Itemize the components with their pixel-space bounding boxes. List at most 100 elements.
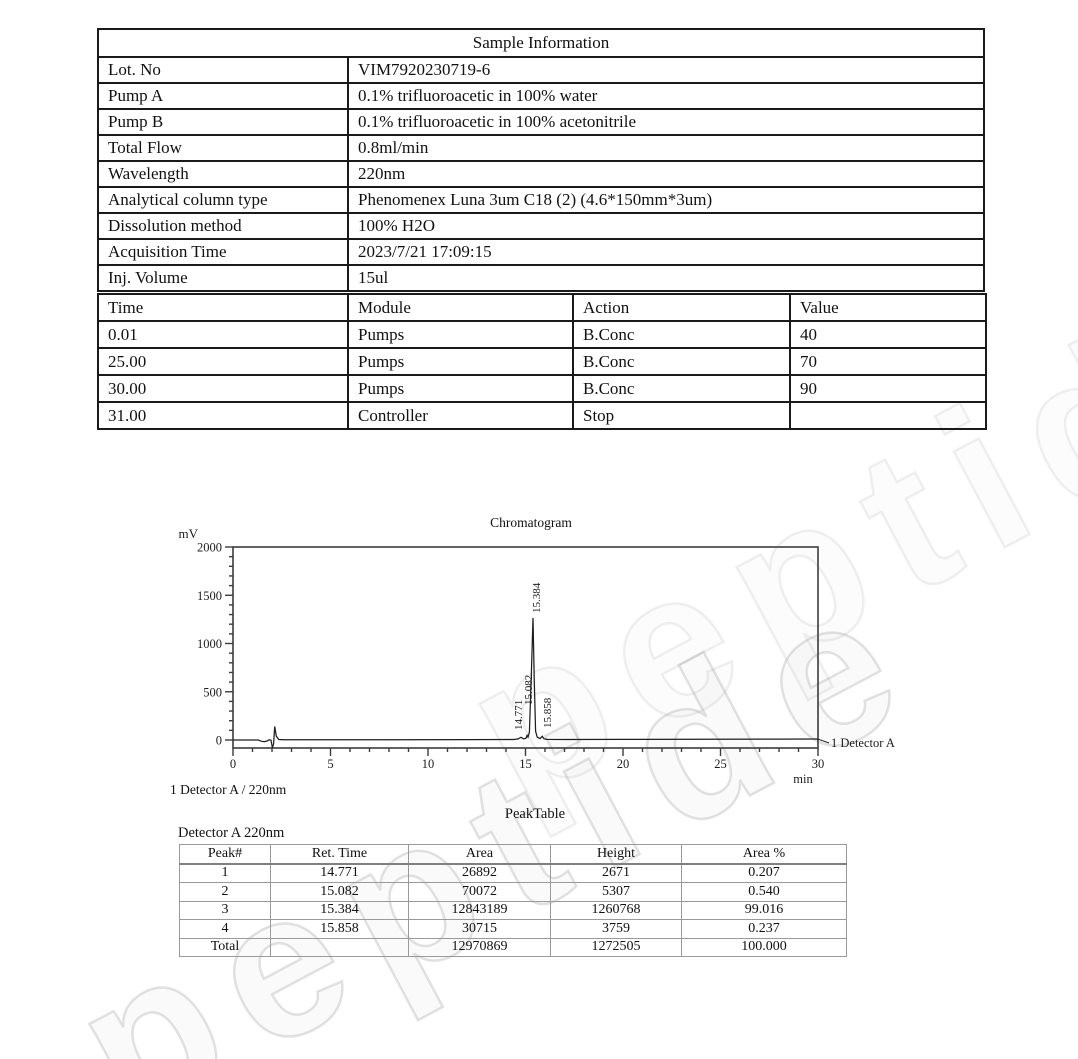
table-cell: 0.1% trifluoroacetic in 100% water [346, 82, 986, 110]
table-row: 30.00 Pumps B.Conc 90 [97, 374, 987, 403]
table-cell: 90 [789, 374, 987, 403]
sample-info-table: Sample Information Lot. No VIM7920230719-… [96, 28, 986, 292]
x-tick-label: 20 [617, 757, 630, 771]
table-cell: Pumps [347, 320, 574, 349]
table-cell: Inj. Volume [97, 264, 349, 292]
table-cell: Analytical column type [97, 186, 349, 214]
table-cell: 2671 [550, 863, 682, 883]
peak-retention-label: 15.858 [542, 697, 554, 728]
table-cell: 0.1% trifluoroacetic in 100% acetonitril… [346, 108, 986, 136]
table-cell: 2023/7/21 17:09:15 [346, 238, 986, 266]
table-cell: 15ul [346, 264, 986, 292]
table-row: Pump B 0.1% trifluoroacetic in 100% aceto… [97, 108, 986, 136]
table-cell: 4 [179, 919, 271, 939]
table-cell: 30.00 [97, 374, 349, 403]
x-tick-label: 0 [230, 757, 236, 771]
table-row: 4 15.858 30715 3759 0.237 [179, 919, 847, 939]
sample-info-title: Sample Information [96, 28, 986, 58]
table-cell: 0.01 [97, 320, 349, 349]
plot-frame [232, 546, 819, 749]
table-cell: 1 [179, 863, 271, 883]
table-row: Sample Information [96, 28, 986, 58]
table-cell: Stop [572, 401, 791, 430]
table-row: Inj. Volume 15ul [97, 264, 986, 292]
table-row: Dissolution method 100% H2O [97, 212, 986, 240]
y-tick-label: 1000 [197, 637, 222, 651]
y-tick-label: 1500 [197, 589, 222, 603]
column-header: Peak# [179, 844, 271, 865]
peak-table-title: PeakTable [504, 806, 566, 822]
column-header: Ret. Time [270, 844, 409, 865]
table-cell: 15.384 [270, 900, 409, 920]
column-header: Time [97, 293, 349, 322]
table-cell: 31.00 [97, 401, 349, 430]
y-tick-label: 500 [203, 685, 222, 699]
table-header-row: Peak# Ret. Time Area Height Area % [179, 844, 847, 865]
table-cell: Pumps [347, 347, 574, 376]
table-cell: 15.858 [270, 919, 409, 939]
table-row: 3 15.384 12843189 1260768 99.016 [179, 900, 847, 920]
x-tick-label: 15 [519, 757, 532, 771]
x-tick-label: 5 [327, 757, 333, 771]
table-cell: Wavelength [97, 160, 349, 188]
table-cell: 15.082 [270, 882, 409, 902]
table-cell: Total [179, 937, 271, 957]
table-cell: B.Conc [572, 374, 791, 403]
table-cell [270, 937, 409, 957]
chromatogram-title: Chromatogram [490, 515, 572, 530]
table-cell: B.Conc [572, 320, 791, 349]
table-cell: 5307 [550, 882, 682, 902]
table-cell: 0.237 [681, 919, 847, 939]
table-row: Total Flow 0.8ml/min [97, 134, 986, 162]
table-cell: Acquisition Time [97, 238, 349, 266]
detector-trace [233, 617, 819, 748]
table-row: Total 12970869 1272505 100.000 [179, 937, 847, 957]
table-cell: Lot. No [97, 56, 349, 84]
table-cell: 3 [179, 900, 271, 920]
table-cell: Pump A [97, 82, 349, 110]
table-cell: Phenomenex Luna 3um C18 (2) (4.6*150mm*3… [346, 186, 986, 214]
table-cell: 26892 [408, 863, 551, 883]
table-row: Pump A 0.1% trifluoroacetic in 100% water [97, 82, 986, 110]
table-row: 25.00 Pumps B.Conc 70 [97, 347, 987, 376]
table-cell: 99.016 [681, 900, 847, 920]
channel-caption: 1 Detector A / 220nm [170, 782, 287, 797]
table-row: Lot. No VIM7920230719-6 [97, 56, 986, 84]
legend-leader-line [817, 738, 830, 744]
table-cell: 70072 [408, 882, 551, 902]
table-cell: Dissolution method [97, 212, 349, 240]
table-cell: 100% H2O [346, 212, 986, 240]
table-cell: 0.8ml/min [346, 134, 986, 162]
x-axis-unit: min [793, 772, 813, 786]
y-axis-unit: mV [179, 526, 199, 541]
column-header: Height [550, 844, 682, 865]
table-cell: 25.00 [97, 347, 349, 376]
trace-legend-label: 1 Detector A [831, 736, 895, 750]
table-row: Acquisition Time 2023/7/21 17:09:15 [97, 238, 986, 266]
peak-retention-label: 14.771 [513, 700, 525, 730]
table-cell: 40 [789, 320, 987, 349]
x-tick-label: 25 [714, 757, 727, 771]
table-row: Wavelength 220nm [97, 160, 986, 188]
peak-table-subtitle: Detector A 220nm [178, 825, 285, 841]
table-cell: Pumps [347, 374, 574, 403]
table-row: 1 14.771 26892 2671 0.207 [179, 863, 847, 883]
time-program-table: Time Module Action Value 0.01 Pumps B.Conc 40 2… [97, 293, 987, 430]
table-cell: 2 [179, 882, 271, 902]
column-header: Action [572, 293, 791, 322]
table-cell: 3759 [550, 919, 682, 939]
table-row: 2 15.082 70072 5307 0.540 [179, 882, 847, 902]
table-cell: 0.207 [681, 863, 847, 883]
y-tick-label: 0 [216, 734, 222, 748]
table-cell: Total Flow [97, 134, 349, 162]
x-tick-label: 10 [422, 757, 435, 771]
table-cell: VIM7920230719-6 [346, 56, 986, 84]
column-header: Module [347, 293, 574, 322]
table-row: Analytical column type Phenomenex Luna 3u… [97, 186, 986, 214]
column-header: Area % [681, 844, 847, 865]
table-cell: 70 [789, 347, 987, 376]
peak-table: Peak# Ret. Time Area Height Area % 1 14.771 26… [179, 844, 847, 957]
table-row: 31.00 Controller Stop [97, 401, 987, 430]
